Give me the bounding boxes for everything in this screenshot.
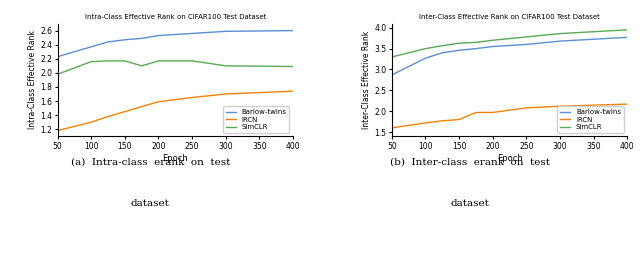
SimCLR bbox=[623, 28, 631, 31]
IRCN bbox=[472, 111, 480, 114]
Barlow-twins bbox=[556, 40, 564, 43]
Text: dataset: dataset bbox=[131, 199, 170, 208]
Barlow-twins bbox=[522, 43, 530, 46]
Barlow-twins bbox=[121, 38, 129, 41]
SimCLR bbox=[472, 41, 480, 44]
Title: Intra-Class Effective Rank on CIFAR100 Test Dataset: Intra-Class Effective Rank on CIFAR100 T… bbox=[84, 14, 266, 20]
Text: dataset: dataset bbox=[451, 199, 490, 208]
SimCLR bbox=[104, 59, 112, 62]
Text: (b)  Inter-class  erank  on  test: (b) Inter-class erank on test bbox=[390, 157, 550, 166]
Line: IRCN: IRCN bbox=[58, 91, 293, 131]
SimCLR bbox=[222, 64, 230, 67]
IRCN bbox=[188, 96, 196, 99]
IRCN bbox=[104, 115, 112, 118]
SimCLR bbox=[155, 59, 163, 62]
IRCN bbox=[522, 106, 530, 110]
Barlow-twins bbox=[88, 45, 95, 48]
IRCN bbox=[388, 126, 396, 129]
SimCLR bbox=[556, 32, 564, 35]
Barlow-twins bbox=[455, 49, 463, 52]
Y-axis label: Inter-Class Effective Rank: Inter-Class Effective Rank bbox=[362, 31, 371, 129]
Barlow-twins bbox=[104, 40, 112, 43]
SimCLR bbox=[422, 47, 429, 50]
Line: Barlow-twins: Barlow-twins bbox=[392, 37, 627, 75]
Legend: Barlow-twins, IRCN, SimCLR: Barlow-twins, IRCN, SimCLR bbox=[557, 106, 624, 133]
SimCLR bbox=[121, 59, 129, 62]
Barlow-twins bbox=[388, 73, 396, 77]
Line: Barlow-twins: Barlow-twins bbox=[58, 31, 293, 57]
Legend: Barlow-twins, IRCN, SimCLR: Barlow-twins, IRCN, SimCLR bbox=[223, 106, 289, 133]
Barlow-twins bbox=[222, 30, 230, 33]
Barlow-twins bbox=[438, 51, 446, 54]
SimCLR bbox=[88, 60, 95, 63]
Line: SimCLR: SimCLR bbox=[58, 61, 293, 74]
SimCLR bbox=[54, 73, 61, 76]
SimCLR bbox=[522, 35, 530, 39]
IRCN bbox=[623, 102, 631, 106]
Barlow-twins bbox=[472, 47, 480, 50]
IRCN bbox=[121, 110, 129, 113]
IRCN bbox=[88, 121, 95, 124]
Text: (a)  Intra-class  erank  on  test: (a) Intra-class erank on test bbox=[70, 157, 230, 166]
IRCN bbox=[289, 90, 297, 93]
Barlow-twins bbox=[155, 34, 163, 37]
IRCN bbox=[222, 92, 230, 96]
Line: IRCN: IRCN bbox=[392, 104, 627, 128]
IRCN bbox=[438, 119, 446, 122]
IRCN bbox=[556, 105, 564, 108]
Barlow-twins bbox=[138, 37, 145, 40]
SimCLR bbox=[438, 44, 446, 47]
Barlow-twins bbox=[422, 57, 429, 60]
Barlow-twins bbox=[623, 36, 631, 39]
SimCLR bbox=[138, 64, 145, 67]
Barlow-twins bbox=[489, 45, 497, 48]
X-axis label: Epoch: Epoch bbox=[497, 154, 522, 163]
IRCN bbox=[455, 118, 463, 121]
Barlow-twins bbox=[54, 55, 61, 58]
IRCN bbox=[422, 121, 429, 124]
SimCLR bbox=[289, 65, 297, 68]
SimCLR bbox=[455, 42, 463, 45]
IRCN bbox=[138, 105, 145, 108]
Barlow-twins bbox=[289, 29, 297, 32]
Y-axis label: Intra-Class Effective Rank: Intra-Class Effective Rank bbox=[28, 30, 37, 129]
X-axis label: Epoch: Epoch bbox=[163, 154, 188, 163]
IRCN bbox=[489, 111, 497, 114]
SimCLR bbox=[188, 59, 196, 62]
IRCN bbox=[54, 129, 61, 132]
Barlow-twins bbox=[188, 32, 196, 35]
SimCLR bbox=[388, 55, 396, 58]
Line: SimCLR: SimCLR bbox=[392, 30, 627, 57]
Title: Inter-Class Effective Rank on CIFAR100 Test Dataset: Inter-Class Effective Rank on CIFAR100 T… bbox=[419, 14, 600, 20]
SimCLR bbox=[489, 39, 497, 42]
IRCN bbox=[155, 100, 163, 103]
